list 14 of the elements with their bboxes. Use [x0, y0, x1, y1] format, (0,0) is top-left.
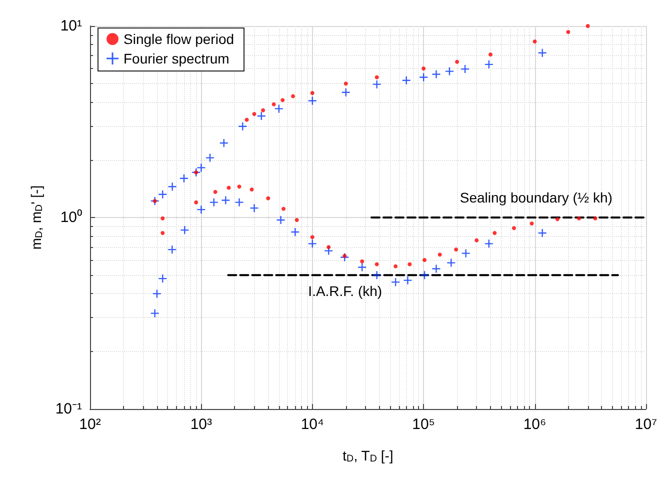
x-tick-label: 10⁷ — [634, 416, 658, 433]
x-tick-label: 10³ — [190, 416, 212, 433]
annotation: Sealing boundary (½ kh) — [460, 190, 612, 206]
legend-label: Single flow period — [124, 31, 234, 47]
y-tick-label: 10⁻¹ — [55, 400, 82, 418]
legend-label: Fourier spectrum — [124, 50, 230, 66]
x-tick-label: 10⁵ — [412, 416, 436, 433]
y-tick-label: 10⁰ — [60, 209, 82, 226]
x-tick-label: 10⁶ — [523, 416, 546, 433]
x-tick-label: 10⁴ — [300, 416, 324, 433]
annotation: I.A.R.F. (kh) — [308, 283, 382, 300]
x-tick-label: 10² — [79, 416, 101, 433]
y-axis-title: mD, mD' [-] — [28, 185, 45, 250]
y-tick-label: 10¹ — [60, 18, 82, 34]
